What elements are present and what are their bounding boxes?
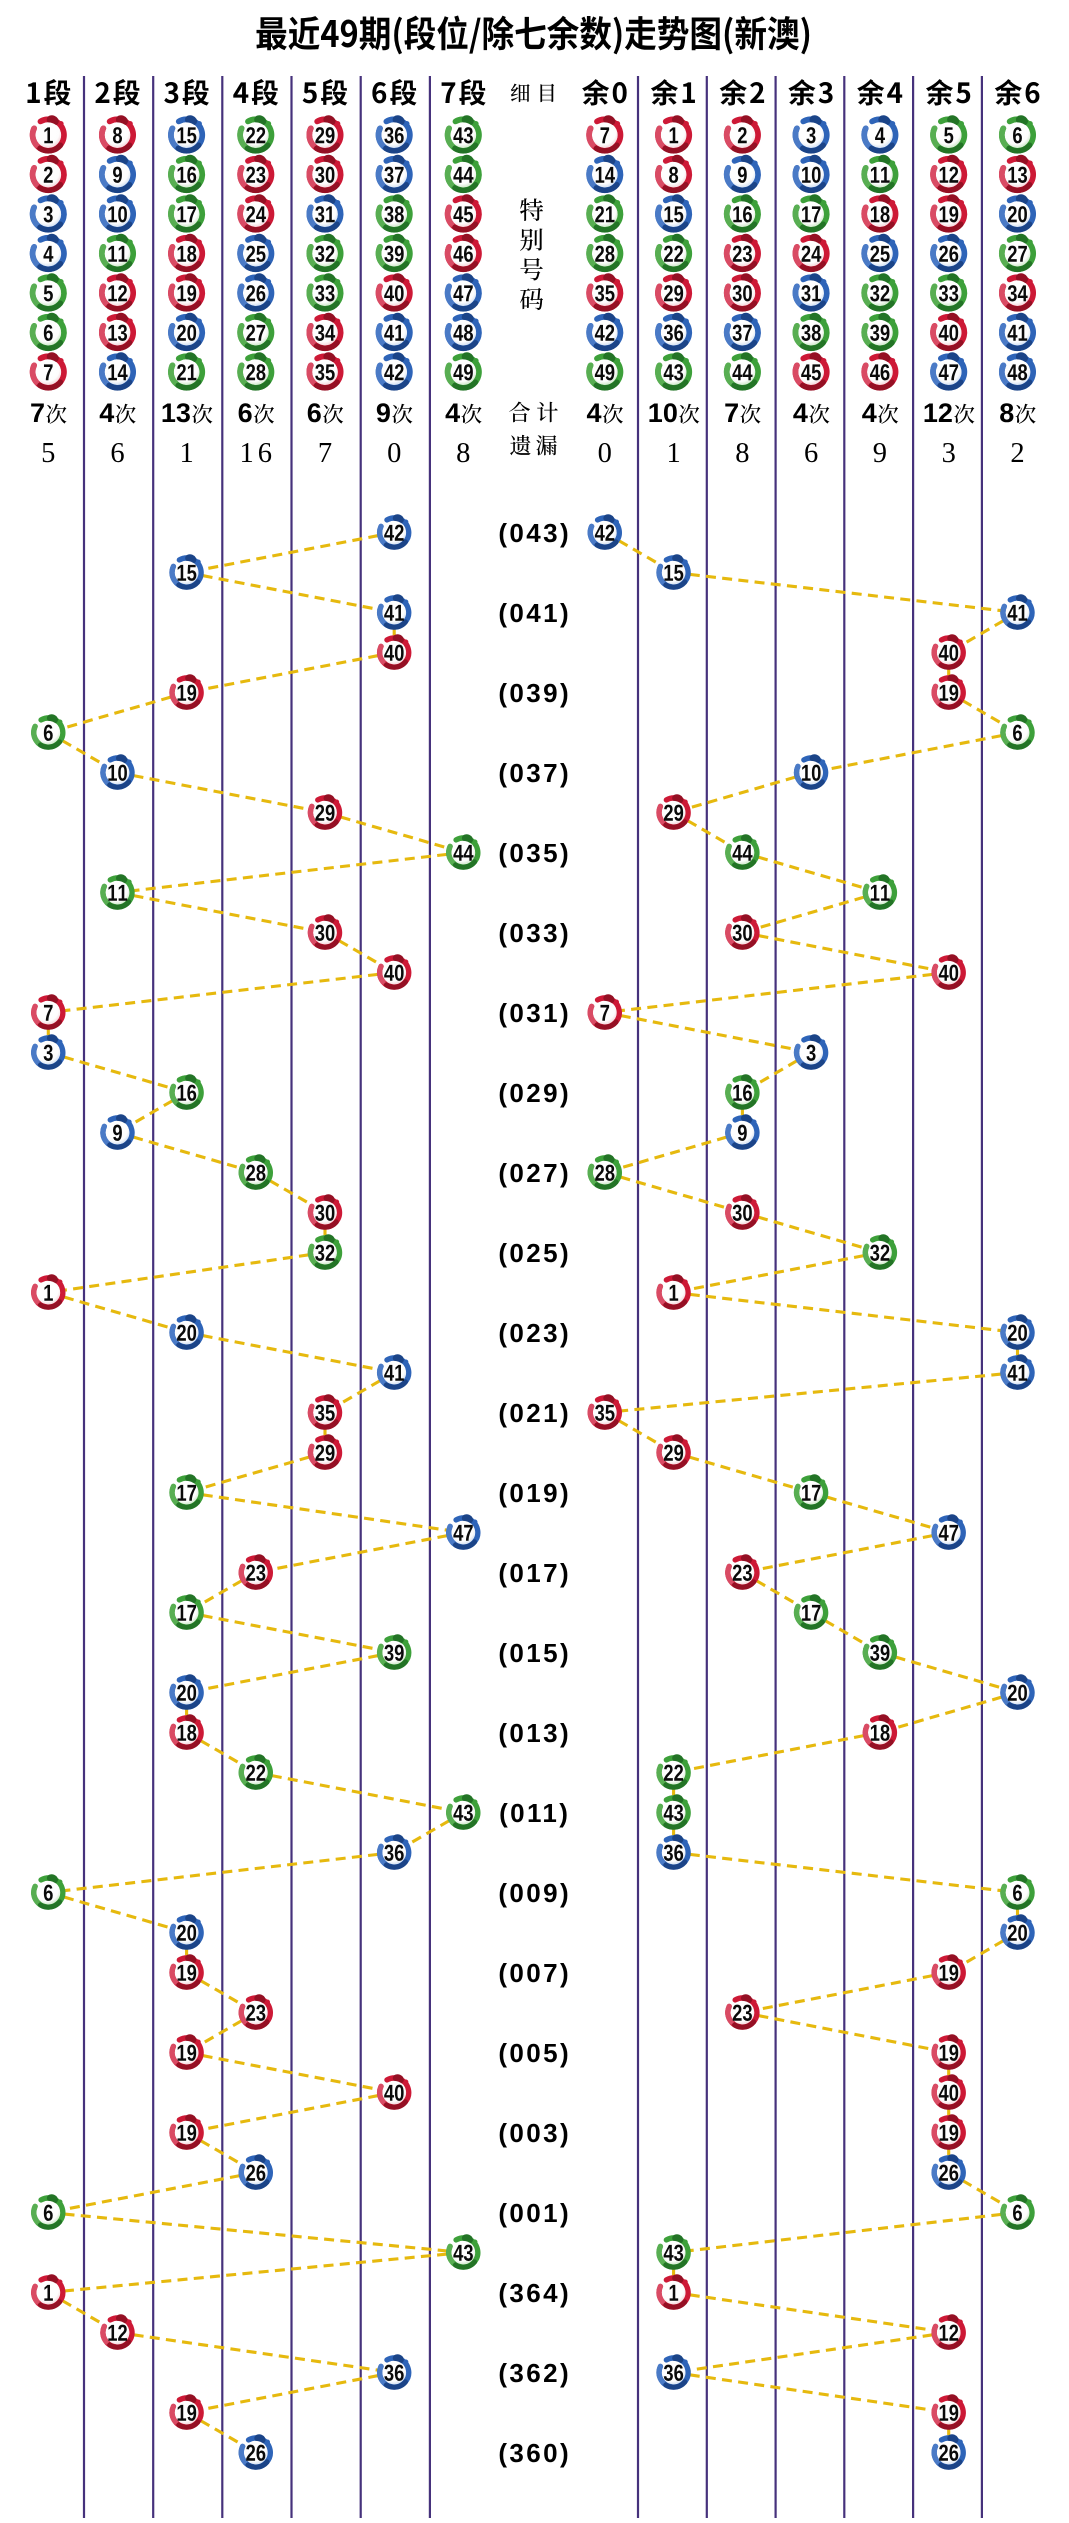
svg-text:4: 4 (862, 398, 877, 428)
svg-text:9: 9 (873, 438, 891, 469)
svg-text:10: 10 (648, 398, 678, 428)
svg-text:(001): (001) (498, 2198, 571, 2228)
svg-text:(035): (035) (498, 838, 571, 868)
svg-text:6: 6 (307, 398, 322, 428)
svg-text:4: 4 (793, 398, 808, 428)
svg-text:8: 8 (735, 438, 753, 469)
svg-text:(362): (362) (498, 2358, 571, 2388)
svg-text:(360): (360) (498, 2438, 571, 2468)
svg-text:0: 0 (387, 438, 405, 469)
svg-text:2: 2 (1010, 438, 1028, 469)
svg-text:(005): (005) (498, 2038, 571, 2068)
svg-text:4: 4 (587, 398, 602, 428)
svg-text:7: 7 (724, 398, 739, 428)
svg-text:(029): (029) (498, 1078, 571, 1108)
svg-text:6: 6 (238, 398, 253, 428)
svg-text:1: 1 (179, 438, 197, 469)
svg-text:(003): (003) (498, 2118, 571, 2148)
svg-text:8: 8 (999, 398, 1014, 428)
svg-text:9: 9 (376, 398, 391, 428)
svg-text:(011): (011) (499, 1798, 570, 1828)
svg-text:1: 1 (666, 438, 684, 469)
svg-text:5: 5 (41, 438, 59, 469)
svg-text:7: 7 (318, 438, 336, 469)
svg-text:(007): (007) (498, 1958, 571, 1988)
svg-text:4: 4 (99, 398, 114, 428)
svg-text:(021): (021) (498, 1398, 571, 1428)
svg-text:(025): (025) (498, 1238, 571, 1268)
svg-text:(031): (031) (498, 998, 571, 1028)
svg-text:(037): (037) (498, 758, 571, 788)
svg-text:0: 0 (598, 438, 616, 469)
svg-text:16: 16 (240, 438, 277, 469)
svg-text:(015): (015) (498, 1638, 571, 1668)
svg-text:(043): (043) (498, 518, 571, 548)
svg-text:6: 6 (804, 438, 822, 469)
svg-text:12: 12 (923, 398, 953, 428)
svg-text:(017): (017) (498, 1558, 571, 1588)
svg-text:(041): (041) (498, 598, 571, 628)
svg-text:3: 3 (942, 438, 960, 469)
svg-text:(027): (027) (498, 1158, 571, 1188)
svg-text:(013): (013) (498, 1718, 571, 1748)
svg-text:13: 13 (161, 398, 191, 428)
svg-text:7: 7 (30, 398, 45, 428)
svg-text:(364): (364) (498, 2278, 571, 2308)
svg-text:6: 6 (110, 438, 128, 469)
svg-text:(039): (039) (498, 678, 571, 708)
svg-text:8: 8 (456, 438, 474, 469)
svg-text:4: 4 (445, 398, 460, 428)
svg-text:(019): (019) (498, 1478, 571, 1508)
svg-text:(033): (033) (498, 918, 571, 948)
svg-text:(009): (009) (498, 1878, 571, 1908)
svg-text:(023): (023) (498, 1318, 571, 1348)
